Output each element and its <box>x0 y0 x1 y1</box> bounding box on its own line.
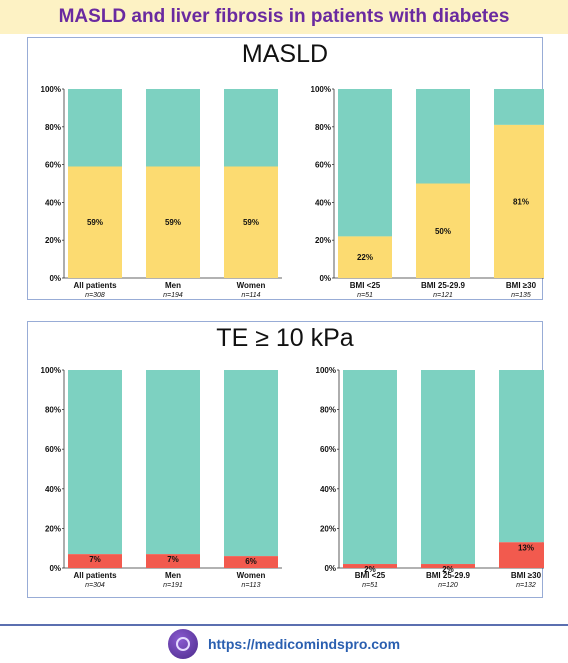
masld-chart: 0% 20% 40% 60% 80% 100% 59% All patients n=308 59… <box>41 85 544 299</box>
y-tick-label: 80% <box>315 123 331 132</box>
data-label: 50% <box>435 227 451 236</box>
n-label: n=135 <box>511 292 531 299</box>
n-label: n=308 <box>85 292 105 299</box>
bar-value <box>494 124 544 278</box>
n-label: n=114 <box>241 292 260 299</box>
site-link[interactable]: https://medicomindspro.com <box>207 636 401 652</box>
y-tick-label: 80% <box>45 123 61 132</box>
x-tick-label: All patients <box>73 571 117 580</box>
bar-remainder <box>499 370 544 543</box>
te-panel: TE ≥ 10 kPa 0% 20% 40% 60% 80% 100% 7% All pati… <box>27 321 544 598</box>
y-tick-label: 60% <box>45 445 61 454</box>
n-label: n=113 <box>241 582 260 589</box>
y-tick-label: 60% <box>315 161 331 170</box>
y-tick-label: 100% <box>41 85 61 94</box>
data-label: 6% <box>245 557 257 566</box>
title-banner: MASLD and liver fibrosis in patients wit… <box>0 0 568 34</box>
bar-value <box>68 166 122 278</box>
x-tick-label: BMI 25-29.9 <box>421 281 466 290</box>
data-label: 59% <box>165 218 181 227</box>
y-tick-label: 100% <box>311 85 331 94</box>
bar-remainder <box>224 89 278 167</box>
page-title: MASLD and liver fibrosis in patients wit… <box>58 6 510 27</box>
x-tick-label: BMI 25-29.9 <box>426 571 471 580</box>
y-tick-label: 60% <box>320 445 336 454</box>
y-tick-label: 60% <box>45 161 61 170</box>
y-tick-label: 80% <box>45 406 61 415</box>
bar-value <box>343 564 397 568</box>
brain-logo-icon <box>167 629 198 659</box>
x-tick-label: BMI <25 <box>350 281 381 290</box>
y-tick-label: 20% <box>45 236 61 245</box>
bar-remainder <box>146 370 200 555</box>
y-tick-label: 100% <box>316 366 336 375</box>
y-tick-label: 40% <box>320 485 336 494</box>
n-label: n=51 <box>357 292 373 299</box>
x-tick-label: BMI <25 <box>355 571 386 580</box>
y-tick-label: 20% <box>320 524 336 533</box>
bar-remainder <box>146 89 200 167</box>
x-tick-label: Women <box>237 281 266 290</box>
bar-remainder <box>224 370 278 557</box>
y-tick-label: 0% <box>49 564 61 573</box>
footer-divider <box>0 624 568 626</box>
bar-value <box>224 556 278 568</box>
te-chart: 0% 20% 40% 60% 80% 100% 7% All patients n=304 7% M… <box>41 366 544 589</box>
bar-value <box>421 564 475 568</box>
data-label: 59% <box>243 218 259 227</box>
bar-remainder <box>421 370 475 565</box>
data-label: 59% <box>87 218 103 227</box>
n-label: n=132 <box>516 582 536 589</box>
bar-remainder <box>416 89 470 184</box>
n-label: n=191 <box>163 582 183 589</box>
bar-value <box>416 183 470 278</box>
n-label: n=121 <box>433 292 453 299</box>
y-tick-label: 40% <box>45 198 61 207</box>
bar-remainder <box>68 370 122 555</box>
y-tick-label: 0% <box>324 564 336 573</box>
masld-panel: MASLD 0% 20% 40% 60% 80% 100% 59% All patients n… <box>27 37 544 300</box>
data-label: 2% <box>442 565 454 574</box>
y-tick-label: 40% <box>315 198 331 207</box>
panel-title-te: TE ≥ 10 kPa <box>216 324 354 352</box>
bar-remainder <box>494 89 544 125</box>
bar-value <box>146 554 200 568</box>
n-label: n=51 <box>362 582 378 589</box>
n-label: n=304 <box>85 582 105 589</box>
x-tick-label: Men <box>165 281 181 290</box>
bar-remainder <box>68 89 122 167</box>
data-label: 7% <box>167 555 179 564</box>
data-label: 7% <box>89 555 101 564</box>
y-tick-label: 20% <box>45 524 61 533</box>
bar-value <box>499 542 544 568</box>
y-tick-label: 100% <box>41 366 61 375</box>
n-label: n=120 <box>438 582 458 589</box>
y-tick-label: 40% <box>45 485 61 494</box>
data-label: 22% <box>357 253 373 262</box>
x-tick-label: All patients <box>73 281 117 290</box>
bar-value <box>224 166 278 278</box>
y-tick-label: 80% <box>320 406 336 415</box>
data-label: 81% <box>513 197 529 206</box>
x-tick-label: Women <box>237 571 266 580</box>
panel-title-masld: MASLD <box>241 40 329 68</box>
x-tick-label: Men <box>165 571 181 580</box>
bar-remainder <box>338 89 392 237</box>
footer: https://medicomindspro.com <box>0 627 568 661</box>
y-tick-label: 0% <box>319 274 331 283</box>
n-label: n=194 <box>163 292 183 299</box>
bar-remainder <box>343 370 397 565</box>
x-tick-label: BMI ≥30 <box>511 571 542 580</box>
data-label: 13% <box>518 543 534 552</box>
x-tick-label: BMI ≥30 <box>506 281 537 290</box>
bar-value <box>68 554 122 568</box>
y-tick-label: 20% <box>315 236 331 245</box>
data-label: 2% <box>364 565 376 574</box>
bar-value <box>338 236 392 278</box>
y-tick-label: 0% <box>49 274 61 283</box>
bar-value <box>146 166 200 278</box>
